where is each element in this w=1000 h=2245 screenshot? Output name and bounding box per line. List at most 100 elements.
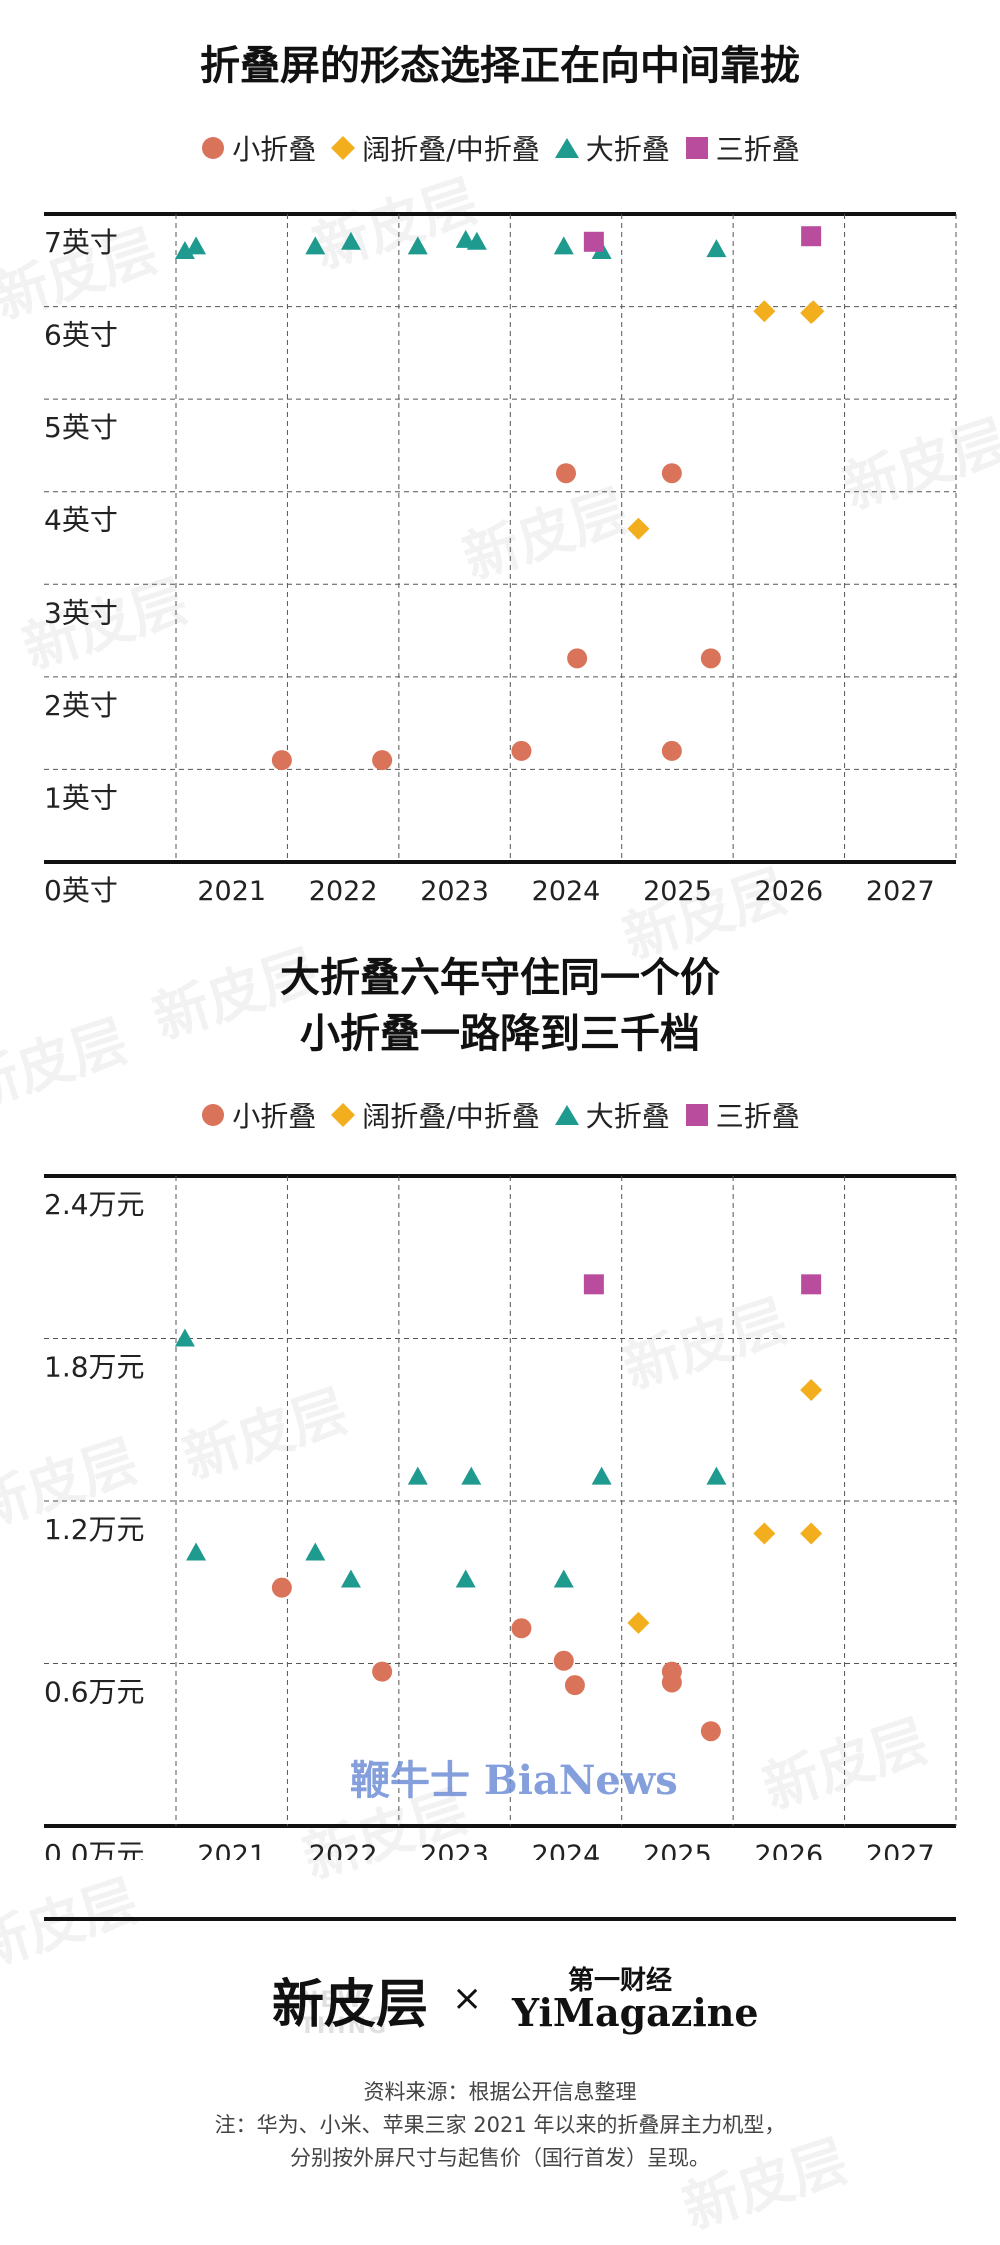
y-tick-label: 1.8万元 [44,1351,145,1384]
legend-label: 小折叠 [232,1100,317,1133]
y-tick-label: 0英寸 [44,874,118,907]
data-point [801,226,822,247]
data-point [271,1577,292,1598]
legend-label: 小折叠 [232,133,317,166]
data-point [461,1466,482,1485]
data-point [661,463,682,484]
data-point [553,1569,574,1588]
data-point [372,750,393,771]
y-tick-label: 0.6万元 [44,1676,145,1709]
data-point [583,1274,604,1295]
chart2-legend: 小折叠 阔折叠/中折叠 大折叠 三折叠 [0,1095,1000,1135]
y-tick-label: 4英寸 [44,504,118,537]
legend-label: 阔折叠/中折叠 [362,1100,540,1133]
data-point [186,1542,207,1561]
chart1-plot: 0英寸 1英寸 2英寸 3英寸 4英寸 5英寸 6英寸 7英寸 2021 2022 2023 2024… [44,212,957,907]
legend-diamond-icon [331,1103,356,1127]
data-point [700,1721,721,1742]
legend-diamond-icon [331,136,356,160]
data-point [661,740,682,761]
x-tick-label: 2026 [754,1840,823,1860]
x-tick-label: 2027 [866,876,935,907]
y-tick-label: 2英寸 [44,689,118,722]
data-point [800,1378,823,1401]
data-point [407,236,428,255]
legend-circle-icon [202,1104,225,1126]
x-tick-label: 2021 [197,876,266,907]
data-point [305,236,326,255]
legend-item-tri-fold: 三折叠 [684,128,800,168]
data-point [305,1542,326,1561]
y-tick-label: 1英寸 [44,781,118,814]
data-point [627,517,650,540]
legend-item-large-fold: 大折叠 [554,1095,670,1135]
x-tick-label: 2022 [309,1840,378,1860]
chart1-legend: 小折叠 阔折叠/中折叠 大折叠 三折叠 [0,128,1000,168]
legend-label: 大折叠 [585,133,670,166]
legend-item-tri-fold: 三折叠 [684,1095,800,1135]
data-point [700,648,721,669]
chart2-title: 大折叠六年守住同一个价 小折叠一路降到三千档 [0,950,1000,1062]
note-line: 分别按外屏尺寸与起售价（国行首发）呈现。 [290,2146,710,2170]
legend-triangle-icon [554,138,579,158]
data-point [455,1569,476,1588]
note-line: 注：华为、小米、苹果三家 2021 年以来的折叠屏主力机型， [214,2113,786,2137]
x-tick-label: 2024 [532,1840,601,1860]
bianews-logo: 鞭牛士 BiaNews [350,1757,678,1804]
x-tick-label: 2022 [309,876,378,907]
x-tick-label: 2025 [643,1840,712,1860]
data-point [186,236,207,255]
x-tick-label: 2026 [754,876,823,907]
y-tick-label: 2.4万元 [44,1188,145,1221]
chart1-title: 折叠屏的形态选择正在向中间靠拢 [0,38,1000,94]
data-point [564,1675,585,1696]
source-line: 资料来源：根据公开信息整理 [363,2080,637,2104]
x-tick-label: 2023 [420,876,489,907]
data-point [567,648,588,669]
data-point [407,1466,428,1485]
legend-item-large-fold: 大折叠 [554,128,670,168]
footer-divider [44,1917,956,1921]
y-tick-label: 5英寸 [44,411,118,444]
data-point [591,1466,612,1485]
legend-triangle-icon [554,1105,579,1125]
x-tick-label: 2025 [643,876,712,907]
data-point [753,1522,776,1545]
data-point [706,239,727,258]
legend-label: 大折叠 [585,1100,670,1133]
legend-item-wide-fold: 阔折叠/中折叠 [330,128,540,168]
data-point [583,231,604,252]
data-point [800,1522,823,1545]
legend-item-wide-fold: 阔折叠/中折叠 [330,1095,540,1135]
y-tick-label: 7英寸 [44,226,118,259]
xinpiceng-logo: 新皮层 [272,1974,429,2035]
legend-label: 三折叠 [715,1100,800,1133]
data-point [553,1650,574,1671]
x-tick-label: 2024 [532,876,601,907]
data-point [271,750,292,771]
data-point [556,463,576,484]
data-point [627,1611,650,1634]
chart2-title-line: 小折叠一路降到三千档 [300,1011,700,1057]
data-point [466,231,487,250]
legend-label: 三折叠 [715,133,800,166]
data-point [802,300,825,323]
data-point [511,1618,532,1639]
legend-item-small-fold: 小折叠 [200,1095,316,1135]
data-point [801,1274,822,1295]
data-point [706,1466,727,1485]
y-tick-label: 0.0万元 [44,1838,145,1860]
y-tick-label: 1.2万元 [44,1513,145,1546]
legend-square-icon [685,137,708,159]
times-sign: × [452,1978,483,2019]
source-note: 资料来源：根据公开信息整理 注：华为、小米、苹果三家 2021 年以来的折叠屏主… [0,2076,1000,2175]
data-point [372,1661,393,1682]
data-point [174,1328,195,1347]
y-tick-label: 3英寸 [44,596,118,629]
x-tick-label: 2021 [197,1840,266,1860]
data-point [661,1672,682,1693]
chart2-plot: 0.0万元 0.6万元 1.2万元 1.8万元 2.4万元 2021 2022 2023 202… [44,1174,957,1860]
data-point [340,1569,361,1588]
y-tick-label: 6英寸 [44,319,118,352]
xinpiceng-logo-sub: NEW THING [300,1988,389,2039]
